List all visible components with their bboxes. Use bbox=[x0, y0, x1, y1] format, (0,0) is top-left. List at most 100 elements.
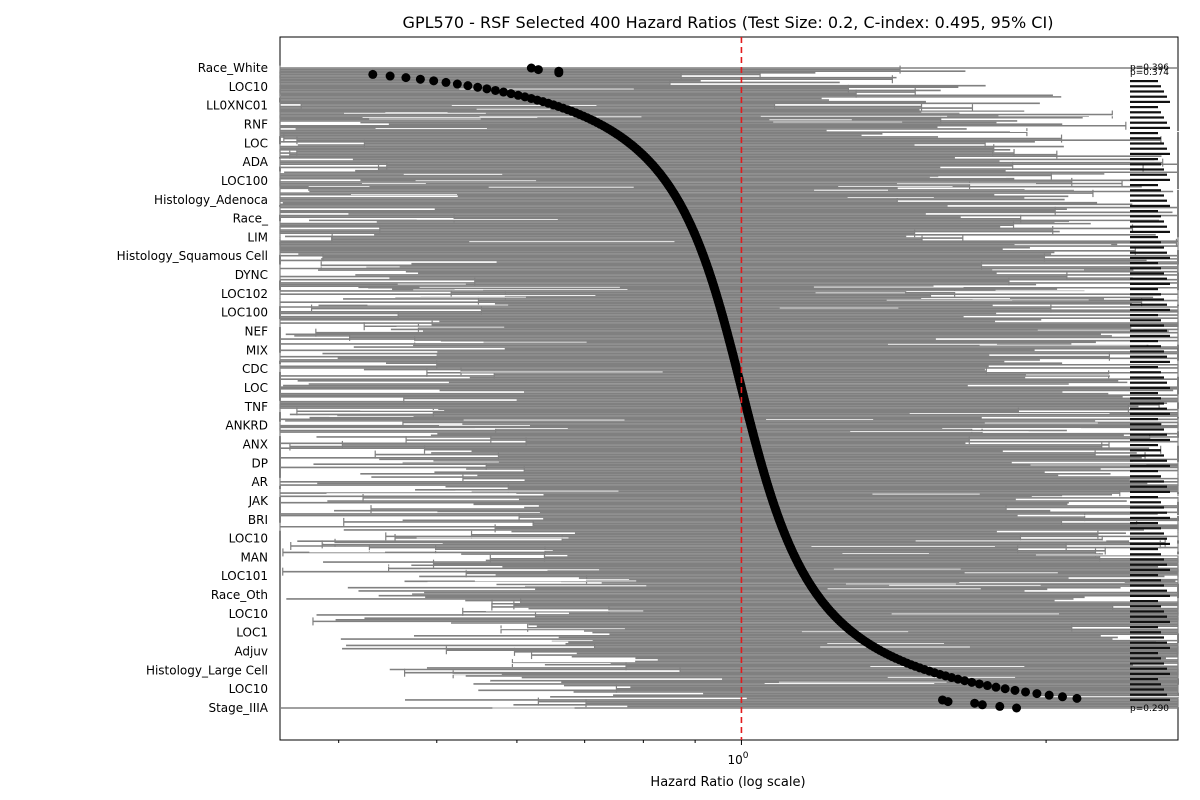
pvalue-mark bbox=[1130, 163, 1161, 166]
pvalue-mark bbox=[1130, 620, 1170, 623]
hazard-ratio-point bbox=[499, 87, 509, 97]
hazard-ratio-point bbox=[554, 68, 564, 78]
pvalue-mark bbox=[1130, 246, 1164, 249]
pvalue-mark bbox=[1130, 314, 1158, 317]
pvalue-mark bbox=[1130, 496, 1158, 499]
pvalue-mark bbox=[1130, 90, 1164, 93]
pvalue-label: p=0.290 bbox=[1130, 704, 1169, 714]
pvalue-mark bbox=[1130, 672, 1170, 675]
pvalue-mark bbox=[1130, 667, 1167, 670]
hazard-ratio-point bbox=[490, 85, 500, 95]
pvalue-mark bbox=[1130, 433, 1167, 436]
pvalue-mark bbox=[1130, 100, 1170, 103]
pvalue-mark bbox=[1130, 288, 1158, 291]
hazard-ratio-point bbox=[368, 69, 378, 79]
hazard-ratio-point bbox=[385, 71, 395, 81]
pvalue-mark bbox=[1130, 137, 1161, 140]
hazard-ratio-point bbox=[995, 701, 1005, 711]
feature-label: DYNC bbox=[235, 268, 268, 282]
pvalue-mark bbox=[1130, 277, 1167, 280]
pvalue-mark bbox=[1130, 438, 1170, 441]
pvalue-mark bbox=[1130, 412, 1170, 415]
pvalue-mark bbox=[1130, 662, 1164, 665]
x-axis-ticks bbox=[338, 740, 1047, 745]
feature-label: MAN bbox=[240, 550, 268, 564]
feature-label: LOC10 bbox=[229, 532, 268, 546]
pvalue-mark bbox=[1130, 293, 1161, 296]
pvalue-mark bbox=[1130, 527, 1161, 530]
feature-label: LOC bbox=[244, 381, 268, 395]
pvalue-mark bbox=[1130, 173, 1167, 176]
hazard-ratio-point bbox=[967, 677, 977, 687]
pvalue-mark bbox=[1130, 236, 1158, 239]
pvalue-mark bbox=[1130, 480, 1164, 483]
feature-label: LIM bbox=[247, 230, 268, 244]
confidence-intervals bbox=[279, 65, 1200, 712]
pvalue-mark bbox=[1130, 532, 1164, 535]
feature-label: Stage_IIIA bbox=[208, 701, 268, 715]
pvalue-mark bbox=[1130, 215, 1161, 218]
pvalue-mark bbox=[1130, 126, 1170, 129]
hazard-ratio-point bbox=[1044, 690, 1054, 700]
pvalue-mark bbox=[1130, 111, 1161, 114]
pvalue-mark bbox=[1130, 334, 1170, 337]
hazard-ratio-point bbox=[943, 697, 953, 707]
feature-label: Race_Oth bbox=[211, 588, 268, 602]
hazard-ratio-point bbox=[463, 81, 473, 91]
pvalue-mark bbox=[1130, 147, 1167, 150]
pvalue-mark bbox=[1130, 470, 1158, 473]
pvalue-mark bbox=[1130, 516, 1170, 519]
pvalue-mark bbox=[1130, 568, 1170, 571]
pvalue-mark bbox=[1130, 376, 1164, 379]
feature-label: LOC10 bbox=[229, 607, 268, 621]
pvalue-mark bbox=[1130, 678, 1158, 681]
pvalue-mark bbox=[1130, 558, 1164, 561]
pvalue-mark bbox=[1130, 152, 1170, 155]
pvalue-mark bbox=[1130, 610, 1164, 613]
hazard-ratio-point bbox=[441, 77, 451, 87]
hazard-ratio-point bbox=[401, 73, 411, 83]
pvalue-mark bbox=[1130, 641, 1167, 644]
pvalue-mark bbox=[1130, 386, 1170, 389]
pvalue-mark bbox=[1130, 85, 1161, 88]
feature-label: BRI bbox=[248, 513, 268, 527]
pvalue-mark bbox=[1130, 199, 1167, 202]
hazard-ratio-point bbox=[982, 681, 992, 691]
pvalue-mark bbox=[1130, 636, 1164, 639]
pvalue-mark bbox=[1130, 475, 1161, 478]
pvalue-mark bbox=[1130, 511, 1167, 514]
pvalue-mark bbox=[1130, 194, 1164, 197]
pvalue-mark bbox=[1130, 631, 1161, 634]
hazard-ratio-points bbox=[368, 63, 1082, 713]
x-tick-label-1: 100 bbox=[727, 751, 748, 767]
pvalue-mark bbox=[1130, 693, 1167, 696]
pvalue-mark bbox=[1130, 204, 1170, 207]
pvalue-mark bbox=[1130, 106, 1158, 109]
hazard-ratio-point bbox=[1010, 685, 1020, 695]
feature-label: TNF bbox=[244, 400, 268, 414]
pvalue-mark bbox=[1130, 407, 1167, 410]
pvalue-mark bbox=[1130, 600, 1158, 603]
x-axis-label: Hazard Ratio (log scale) bbox=[650, 775, 805, 790]
x-axis: 100 Hazard Ratio (log scale) bbox=[338, 740, 1047, 790]
pvalue-mark bbox=[1130, 646, 1170, 649]
pvalue-mark bbox=[1130, 168, 1164, 171]
pvalue-mark bbox=[1130, 501, 1161, 504]
feature-label: Histology_Adenoca bbox=[154, 193, 268, 207]
pvalue-mark bbox=[1130, 350, 1164, 353]
pvalue-mark bbox=[1130, 158, 1158, 161]
pvalue-mark bbox=[1130, 220, 1164, 223]
feature-label: NEF bbox=[245, 325, 269, 339]
pvalue-mark bbox=[1130, 449, 1161, 452]
pvalue-mark bbox=[1130, 303, 1167, 306]
hazard-ratio-point bbox=[526, 63, 536, 73]
pvalue-mark bbox=[1130, 225, 1167, 228]
hazard-ratio-point bbox=[452, 79, 462, 89]
feature-label: DP bbox=[252, 456, 268, 470]
pvalue-mark bbox=[1130, 324, 1164, 327]
feature-label: LOC bbox=[244, 136, 268, 150]
pvalue-mark bbox=[1130, 652, 1158, 655]
pvalue-mark bbox=[1130, 355, 1167, 358]
feature-label: ANX bbox=[243, 437, 268, 451]
pvalue-mark bbox=[1130, 688, 1164, 691]
